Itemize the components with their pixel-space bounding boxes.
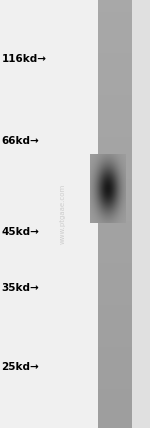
Bar — [132, 0, 150, 428]
Text: 25kd→: 25kd→ — [2, 362, 39, 372]
Text: 116kd→: 116kd→ — [2, 54, 46, 64]
Text: 66kd→: 66kd→ — [2, 136, 39, 146]
Text: 35kd→: 35kd→ — [2, 282, 39, 293]
Text: www.ptgaae.com: www.ptgaae.com — [60, 184, 66, 244]
Text: 45kd→: 45kd→ — [2, 227, 39, 237]
Bar — [0, 0, 98, 428]
